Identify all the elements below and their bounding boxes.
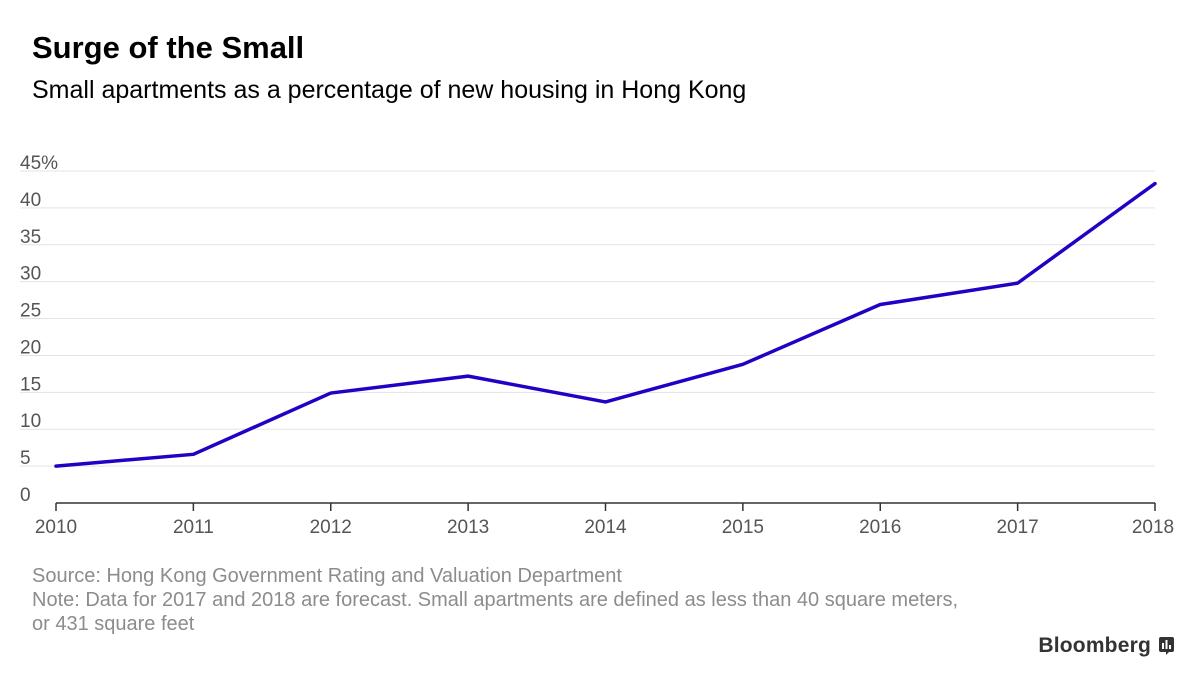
- y-tick-label: 15: [20, 374, 41, 395]
- brand-name: Bloomberg: [1038, 634, 1151, 657]
- x-tick-label: 2014: [584, 517, 627, 538]
- chart-subtitle: Small apartments as a percentage of new …: [32, 76, 747, 104]
- x-tick-label: 2016: [859, 517, 901, 538]
- y-tick-label: 35: [20, 227, 41, 248]
- y-tick-label: 20: [20, 337, 41, 358]
- bloomberg-logo-icon: [1159, 637, 1174, 655]
- x-tick-label: 2011: [173, 517, 214, 538]
- series-layer: [54, 181, 1157, 468]
- y-tick-label: 5: [20, 448, 31, 469]
- x-tick-label: 2017: [996, 517, 1038, 538]
- footnotes: Source: Hong Kong Government Rating and …: [32, 564, 962, 636]
- chart-title: Surge of the Small: [32, 30, 305, 65]
- y-tick-label: 10: [20, 411, 41, 432]
- brand-mark: Bloomberg: [1038, 634, 1174, 658]
- x-tick-label: 2013: [447, 517, 489, 538]
- x-tick-label: 2015: [722, 517, 764, 538]
- y-axis-ticks: 0 5 10 15 20 25 30 35 40 45%: [20, 153, 58, 506]
- gridlines: [20, 170, 1155, 467]
- x-tick-label: 2018: [1132, 517, 1174, 538]
- y-tick-label: 45%: [20, 153, 58, 174]
- y-tick-label: 25: [20, 301, 41, 322]
- y-tick-label: 30: [20, 264, 41, 285]
- y-tick-label: 0: [20, 485, 31, 506]
- y-tick-label: 40: [20, 190, 41, 211]
- source-note: Source: Hong Kong Government Rating and …: [32, 565, 622, 587]
- x-tick-label: 2012: [310, 517, 352, 538]
- x-tick-label: 2010: [35, 517, 77, 538]
- series-line: [54, 181, 1157, 468]
- forecast-note: Note: Data for 2017 and 2018 are forecas…: [32, 589, 959, 635]
- x-axis: 2010 2011 2012 2013 2014 2015 2016 2017 2018: [35, 502, 1174, 538]
